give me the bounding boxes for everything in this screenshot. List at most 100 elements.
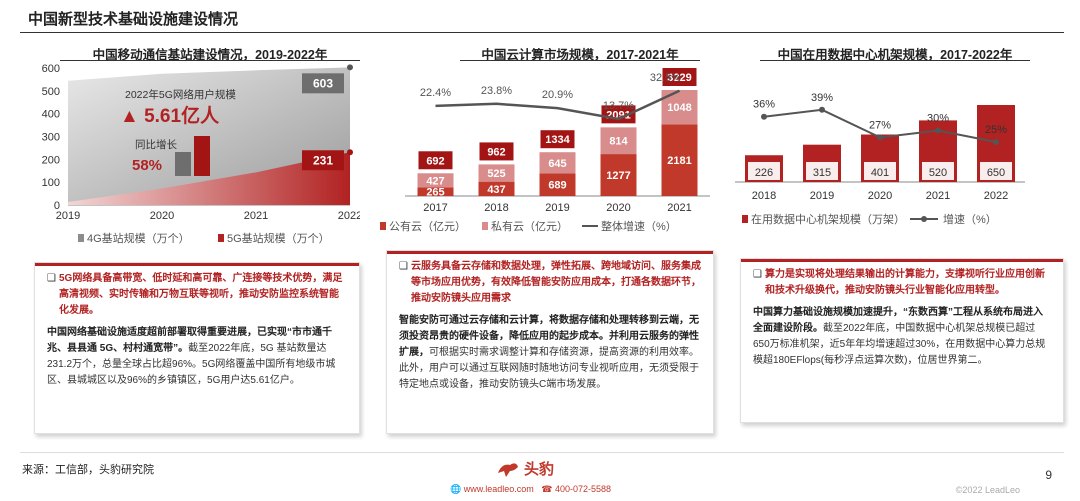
checkbox-icon: ❑ [47, 273, 56, 284]
checkbox-icon: ❑ [399, 261, 408, 272]
data-label-growth: 25% [985, 124, 1007, 136]
phone-icon: ☎ [541, 484, 553, 494]
data-label-5g: 231 [313, 153, 333, 167]
x-tick-label: 2019 [810, 190, 834, 202]
bar-public-cloud [600, 154, 637, 196]
bar-public-cloud [661, 124, 698, 196]
data-label-public: 1277 [606, 170, 630, 182]
footer-contact: 🌐 www.leadleo.com ☎ 400-072-5588 [450, 484, 611, 495]
data-label-racks: 401 [871, 167, 889, 179]
x-tick-label: 2019 [545, 202, 569, 214]
box-bullet: ❑ 算力是实现将处理结果输出的计算能力，支撑视听行业应用创新和技术升级换代，推动安… [753, 267, 1051, 299]
bar-label-bg [748, 162, 780, 180]
y-tick-label: 400 [42, 109, 60, 121]
data-label-private: 1048 [667, 102, 691, 114]
box-accent-bar [35, 263, 359, 266]
data-label-private: 427 [426, 175, 444, 187]
box-accent-bar [387, 251, 713, 254]
y-tick-label: 500 [42, 86, 60, 98]
chart1-title-underline [60, 60, 360, 61]
marker-5g-end [347, 149, 353, 156]
copyright: ©2022 LeadLeo [955, 485, 1020, 495]
legend-public: 公有云（亿元） [389, 219, 466, 233]
data-label-total: 3229 [667, 72, 691, 84]
legend-growth: 增速（%） [943, 212, 997, 226]
total-label-box [479, 142, 514, 161]
total-label-box [601, 105, 636, 124]
series-growth-line [435, 89, 681, 121]
data-label-growth: 39% [811, 92, 833, 104]
data-label-growth: 36% [753, 99, 775, 111]
data-label-public: 2181 [667, 155, 691, 167]
data-label-total: 1334 [545, 134, 570, 146]
phone-number: 400-072-5588 [555, 484, 612, 494]
label-4g-box [302, 73, 344, 94]
page-number: 9 [1045, 468, 1052, 482]
growth-value: 58% [132, 157, 162, 174]
bar-public-cloud [417, 187, 454, 196]
growth-bar-prev [175, 152, 191, 176]
chart3-title: 中国在用数据中心机架规模，2017-2022年 [777, 48, 1013, 62]
x-tick-label: 2018 [484, 202, 508, 214]
box-body: 中国算力基础设施规模加速提升，“东数西算”工程从系统布局进入全面建设阶段。截至2… [753, 305, 1051, 369]
logo-text: 头豹 [524, 461, 555, 478]
globe-icon: 🌐 [450, 484, 462, 494]
x-tick-label: 2020 [606, 202, 630, 214]
growth-bar-curr [194, 136, 210, 176]
legend-swatch-private [482, 222, 488, 230]
website-link[interactable]: www.leadleo.com [463, 484, 534, 494]
bar-label-bg [806, 162, 838, 180]
box-bullet-text: 算力是实现将处理结果输出的计算能力，支撑视听行业应用创新和技术升级换代，推动安防… [765, 269, 1045, 296]
total-label-box [418, 151, 453, 170]
data-label-growth: 27% [869, 119, 891, 131]
data-label-racks: 315 [813, 167, 831, 179]
y-tick-label: 200 [42, 154, 60, 166]
x-tick-label: 2018 [752, 190, 776, 202]
logo: 头豹 [496, 458, 554, 479]
bar-private-cloud [600, 127, 637, 155]
data-label-public: 437 [487, 184, 505, 196]
x-tick-label: 2021 [244, 210, 268, 222]
x-tick-label: 2019 [56, 210, 80, 222]
legend-private: 私有云（亿元） [491, 219, 568, 233]
bar-public-cloud [478, 181, 515, 196]
chart3-bar-line-chart: 226 2018 315 2019 401 2020 520 2021 650 2022 36% 39… [735, 92, 1025, 226]
bar-private-cloud [539, 152, 576, 174]
x-tick-label: 2021 [926, 190, 950, 202]
data-label-growth: 22.4% [420, 87, 451, 99]
data-label-growth: 20.9% [542, 89, 573, 101]
total-label-box [662, 68, 697, 86]
data-label-total: 962 [487, 146, 505, 158]
legend-marker-growth [921, 216, 927, 222]
legend-racks: 在用数据中心机架规模（万架） [751, 212, 905, 226]
leopard-logo-icon [498, 462, 518, 477]
source-note: 来源：工信部，头豹研究院 [22, 464, 154, 476]
data-label-growth: 13.7% [603, 100, 634, 112]
legend-5g: 5G基站规模（万个） [227, 231, 330, 245]
data-label-4g: 603 [313, 76, 333, 90]
insight-box-cloud: ❑ 云服务具备云存储和数据处理，弹性拓展、跨地域访问、服务集成等市场应用优势，有效… [386, 250, 714, 434]
bar-label-bg [864, 162, 896, 180]
chart2-title: 中国云计算市场规模，2017-2021年 [481, 48, 679, 62]
box-heading: 智能安防可通过云存储和云计算，将数据存储和处理转移到云端，无须投资昂贵的硬件设备… [399, 315, 699, 358]
data-label-growth: 30% [927, 113, 949, 125]
data-label-racks: 520 [929, 167, 947, 179]
title-divider [20, 32, 1064, 33]
bar-public-cloud [539, 173, 576, 196]
total-label-box [540, 130, 575, 149]
data-label-growth: 23.8% [481, 85, 512, 97]
legend-swatch-public [380, 222, 386, 230]
chart1-title: 中国移动通信基站建设情况，2019-2022年 [92, 48, 328, 62]
box-body: 智能安防可通过云存储和云计算，将数据存储和处理转移到云端，无须投资昂贵的硬件设备… [399, 313, 701, 393]
data-label-growth: 32.5% [650, 72, 681, 84]
data-label-public: 689 [548, 180, 566, 192]
chart2-title-underline [460, 60, 700, 61]
data-label-public: 265 [426, 187, 444, 199]
legend-swatch-racks [742, 215, 748, 223]
marker-4g-end [347, 64, 353, 71]
growth-marker [993, 139, 999, 145]
x-tick-label: 2020 [150, 210, 174, 222]
overlay-value: ▲ 5.61亿人 [120, 104, 220, 127]
bar-label-bg [980, 162, 1012, 180]
